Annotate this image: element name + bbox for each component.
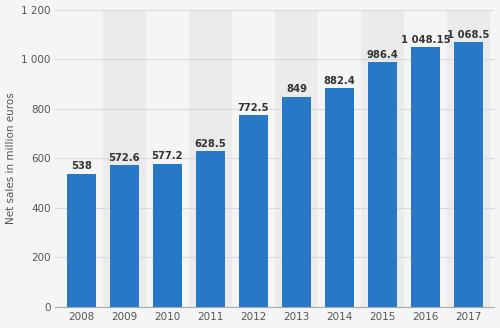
Bar bbox=[189, 10, 232, 307]
Bar bbox=[239, 115, 268, 307]
Text: 572.6: 572.6 bbox=[108, 153, 140, 163]
Bar bbox=[282, 96, 311, 307]
Text: 538: 538 bbox=[71, 161, 92, 171]
Text: 1 048.15: 1 048.15 bbox=[401, 35, 450, 45]
Text: 882.4: 882.4 bbox=[324, 76, 356, 86]
Text: 1 068.5: 1 068.5 bbox=[448, 30, 490, 40]
Bar bbox=[103, 10, 146, 307]
Bar bbox=[110, 165, 139, 307]
Bar bbox=[361, 10, 404, 307]
Text: 577.2: 577.2 bbox=[152, 152, 183, 161]
Bar bbox=[275, 10, 318, 307]
Bar bbox=[368, 62, 397, 307]
Bar bbox=[152, 164, 182, 307]
Text: 628.5: 628.5 bbox=[194, 139, 226, 149]
Text: 849: 849 bbox=[286, 84, 307, 94]
Text: 772.5: 772.5 bbox=[238, 103, 269, 113]
Bar bbox=[454, 42, 484, 307]
Text: 986.4: 986.4 bbox=[366, 50, 398, 60]
Bar bbox=[325, 88, 354, 307]
Bar bbox=[447, 10, 490, 307]
Bar bbox=[196, 151, 225, 307]
Bar bbox=[411, 47, 440, 307]
Bar bbox=[66, 174, 96, 307]
Y-axis label: Net sales in million euros: Net sales in million euros bbox=[6, 92, 16, 224]
